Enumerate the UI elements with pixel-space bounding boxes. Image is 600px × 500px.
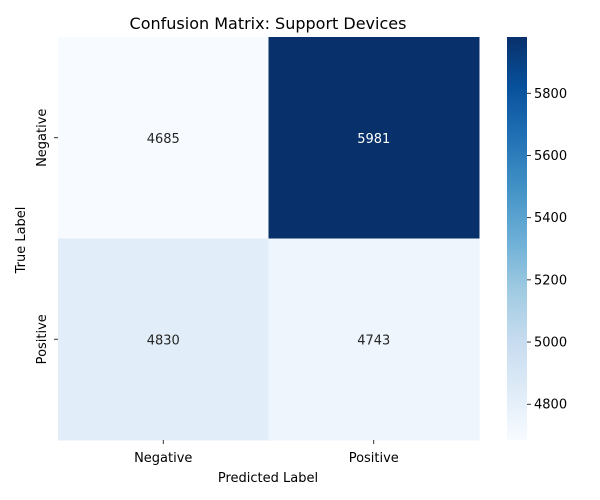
- colorbar: [507, 37, 527, 440]
- colorbar-tick-label: 4800: [534, 398, 567, 413]
- colorbar-tick-label: 5000: [534, 336, 567, 351]
- colorbar-tick-label: 5600: [534, 149, 567, 164]
- colorbar-ticks: 4800 5000 5200 5400 5600 5800: [527, 87, 567, 413]
- heatmap-cell-labels: 4685 5981 4830 4743: [147, 132, 391, 349]
- chart-title: Confusion Matrix: Support Devices: [130, 14, 407, 33]
- x-tick-label: Positive: [349, 451, 399, 466]
- heatmap-cell: [268, 37, 480, 239]
- heatmap-cell: [58, 238, 269, 441]
- heatmap-cell: [58, 37, 269, 239]
- y-axis-label: True Label: [14, 207, 29, 275]
- cell-value-label: 4830: [147, 333, 180, 348]
- heatmap-cells: [58, 37, 480, 441]
- y-tick-label: Negative: [35, 109, 50, 167]
- cell-value-label: 4743: [357, 333, 390, 348]
- cell-value-label: 5981: [357, 132, 390, 147]
- cell-value-label: 4685: [147, 132, 180, 147]
- x-tick-label: Negative: [134, 451, 192, 466]
- y-axis-ticks: Negative Positive: [35, 109, 58, 364]
- x-axis-label: Predicted Label: [218, 471, 318, 486]
- colorbar-tick-label: 5400: [534, 211, 567, 226]
- y-tick-label: Positive: [35, 314, 50, 364]
- x-axis-ticks: Negative Positive: [134, 440, 399, 466]
- heatmap-cell: [268, 238, 480, 441]
- colorbar-tick-label: 5800: [534, 87, 567, 102]
- colorbar-tick-label: 5200: [534, 273, 567, 288]
